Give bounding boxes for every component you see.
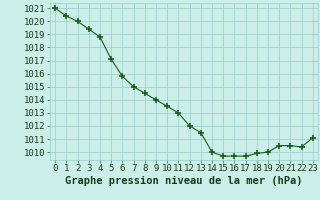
X-axis label: Graphe pression niveau de la mer (hPa): Graphe pression niveau de la mer (hPa)	[65, 176, 303, 186]
